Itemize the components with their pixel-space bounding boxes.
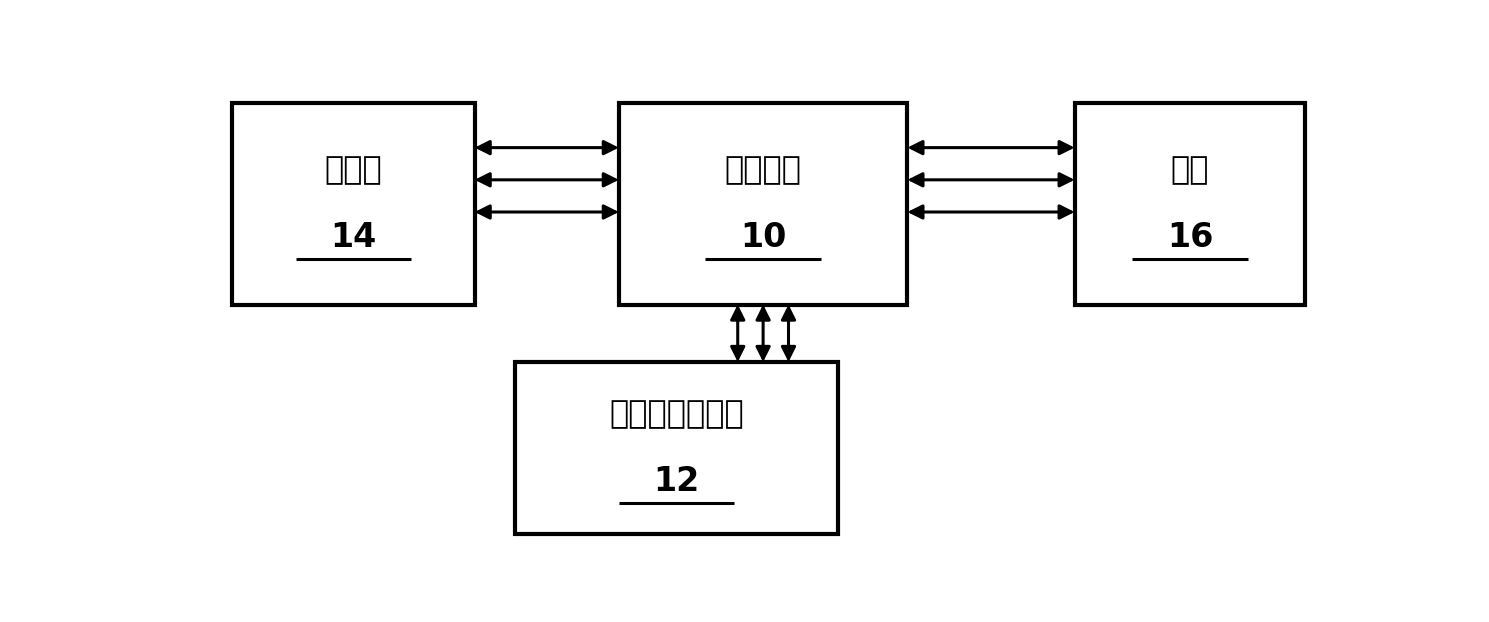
Text: 电源: 电源 — [1170, 155, 1209, 186]
Text: 14: 14 — [331, 221, 377, 254]
Text: 16: 16 — [1167, 221, 1214, 254]
Bar — [515, 362, 838, 534]
Text: 12: 12 — [654, 465, 700, 498]
Bar — [619, 103, 907, 305]
Text: 接口装置: 接口装置 — [725, 155, 801, 186]
Text: 分析器: 分析器 — [325, 155, 383, 186]
Bar — [1075, 103, 1306, 305]
Text: 需要测试的设备: 需要测试的设备 — [609, 399, 744, 430]
Bar — [232, 103, 475, 305]
Text: 10: 10 — [740, 221, 786, 254]
